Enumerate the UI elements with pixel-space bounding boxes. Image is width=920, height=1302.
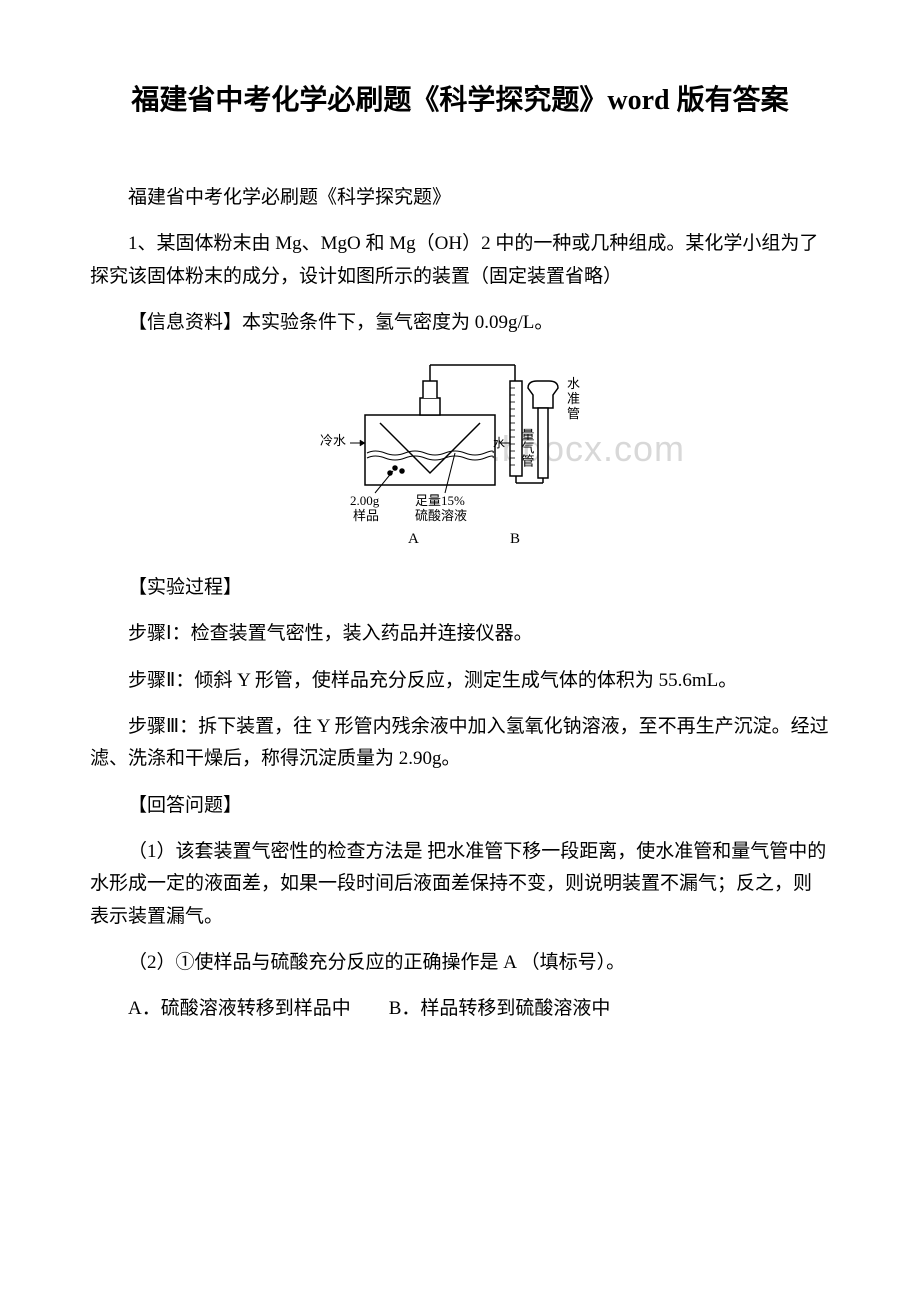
- label-a: A: [408, 531, 419, 547]
- paragraph-answer-header: 【回答问题】: [90, 790, 830, 822]
- paragraph-intro: 福建省中考化学必刷题《科学探究题》: [90, 182, 830, 214]
- label-level-2: 准: [567, 391, 580, 406]
- paragraph-step2: 步骤Ⅱ：倾斜 Y 形管，使样品充分反应，测定生成气体的体积为 55.6mL。: [90, 665, 830, 697]
- paragraph-info: 【信息资料】本实验条件下，氢气密度为 0.09g/L。: [90, 307, 830, 339]
- paragraph-step3: 步骤Ⅲ：拆下装置，往 Y 形管内残余液中加入氢氧化钠溶液，至不再生产沉淀。经过滤…: [90, 711, 830, 776]
- paragraph-question: 1、某固体粉末由 Mg、MgO 和 Mg（OH）2 中的一种或几种组成。某化学小…: [90, 228, 830, 293]
- label-b: B: [510, 531, 520, 547]
- paragraph-options: A．硫酸溶液转移到样品中 B．样品转移到硫酸溶液中: [90, 993, 830, 1025]
- label-level-3: 管: [567, 406, 580, 421]
- label-sample-weight: 2.00g: [350, 493, 380, 508]
- label-water: 水: [493, 436, 505, 450]
- paragraph-step1: 步骤Ⅰ：检查装置气密性，装入药品并连接仪器。: [90, 618, 830, 650]
- label-gas-tube: 量气管: [520, 428, 535, 468]
- paragraph-q2: （2）①使样品与硫酸充分反应的正确操作是 A （填标号）。: [90, 947, 830, 979]
- label-sample: 样品: [353, 508, 379, 523]
- apparatus-diagram: .bdocx.com: [90, 353, 830, 558]
- label-level-1: 水: [567, 376, 580, 391]
- page-title: 福建省中考化学必刷题《科学探究题》word 版有答案: [90, 80, 830, 122]
- label-cold-water: 冷水: [320, 433, 346, 448]
- apparatus-svg: 冷水 2.00g 样品 足量15% 硫酸溶液 水 量气管 水 准 管 A B: [315, 353, 605, 553]
- label-acid2: 硫酸溶液: [415, 508, 467, 523]
- paragraph-q1: （1）该套装置气密性的检查方法是 把水准管下移一段距离，使水准管和量气管中的水形…: [90, 836, 830, 933]
- paragraph-process-header: 【实验过程】: [90, 572, 830, 604]
- label-acid: 足量15%: [415, 493, 465, 508]
